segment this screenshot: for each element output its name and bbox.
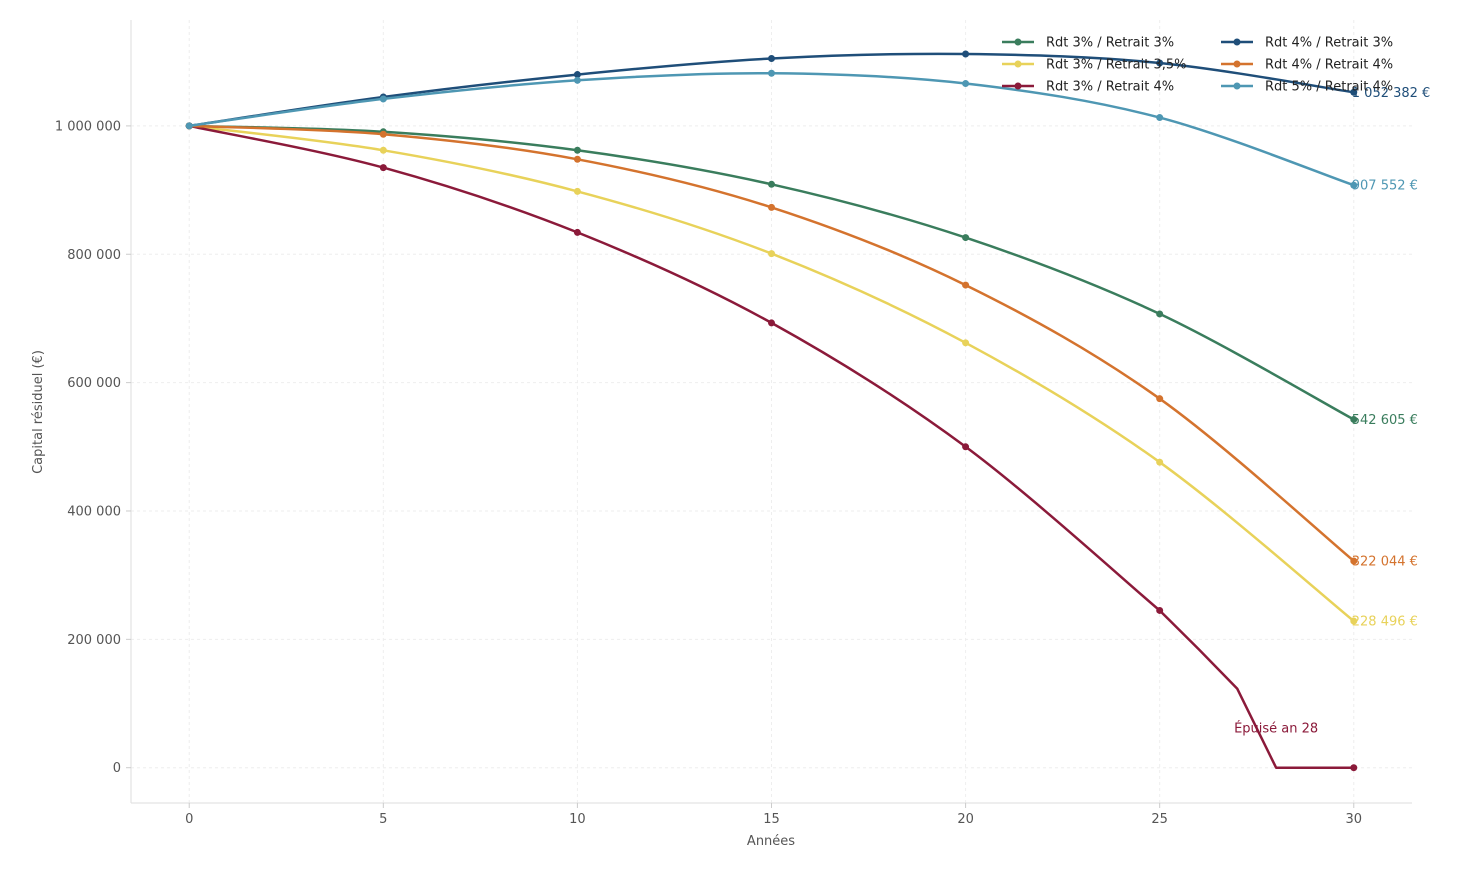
x-tick-label: 30 <box>1345 812 1362 827</box>
data-point <box>768 250 775 258</box>
y-tick-label: 1 000 000 <box>55 119 121 134</box>
y-tick-label: 0 <box>113 761 121 776</box>
legend-label: Rdt 3% / Retrait 3% <box>1046 36 1174 51</box>
legend-swatch-marker <box>1233 82 1241 90</box>
legend-swatch-marker <box>1014 38 1022 46</box>
x-tick-label: 5 <box>379 812 387 827</box>
data-point <box>1156 458 1164 466</box>
data-point <box>379 146 387 154</box>
legend-label: Rdt 5% / Retrait 4% <box>1265 80 1393 95</box>
data-point <box>1350 181 1358 189</box>
y-tick-label: 800 000 <box>67 248 121 263</box>
legend-label: Rdt 3% / Retrait 3,5% <box>1046 58 1187 73</box>
data-point <box>1156 310 1164 318</box>
data-point <box>1156 395 1164 403</box>
data-point <box>962 80 970 88</box>
legend-swatch-marker <box>1014 82 1022 90</box>
x-axis-title: Années <box>747 834 795 849</box>
legend-item[interactable]: Rdt 5% / Retrait 4% <box>1221 80 1393 95</box>
x-tick-label: 20 <box>957 812 974 827</box>
data-point <box>768 55 775 63</box>
legend-label: Rdt 4% / Retrait 3% <box>1265 36 1393 51</box>
legend-item[interactable]: Rdt 4% / Retrait 4% <box>1221 58 1393 73</box>
series-group <box>185 69 1358 189</box>
end-value-label: 1 052 382 € <box>1352 86 1431 101</box>
data-point <box>379 164 387 172</box>
data-point <box>1350 764 1358 772</box>
data-point <box>185 122 193 130</box>
annotations: Épuisé an 28 <box>1234 720 1318 736</box>
data-point <box>962 443 970 451</box>
y-tick-label: 200 000 <box>67 633 121 648</box>
legend-label: Rdt 4% / Retrait 4% <box>1265 58 1393 73</box>
data-point <box>962 50 970 58</box>
data-point <box>768 69 775 77</box>
series-group <box>185 122 1358 625</box>
end-labels: 542 605 € 228 496 € 1 052 382 € 322 044 € 90… <box>1352 86 1431 630</box>
legend-item[interactable]: Rdt 4% / Retrait 3% <box>1221 36 1393 51</box>
series <box>185 50 1358 772</box>
grid <box>131 20 1412 803</box>
tick-labels: 0 5 10 15 20 25 30 0 200 000 400 000 600 000 800 00… <box>55 119 1362 827</box>
end-value-label: 542 605 € <box>1352 413 1418 428</box>
end-value-label: 228 496 € <box>1352 615 1418 630</box>
data-point <box>768 180 775 188</box>
legend-item[interactable]: Rdt 3% / Retrait 4% <box>1002 80 1174 95</box>
data-point <box>962 339 970 347</box>
end-value-label: 322 044 € <box>1352 555 1418 570</box>
end-value-label: 907 552 € <box>1352 179 1418 194</box>
data-point <box>962 281 970 289</box>
x-tick-label: 15 <box>763 812 780 827</box>
data-point <box>1350 88 1358 96</box>
legend-swatch-marker <box>1233 38 1241 46</box>
x-tick-label: 0 <box>185 812 193 827</box>
legend[interactable]: Rdt 3% / Retrait 3% Rdt 3% / Retrait 3,5%… <box>1002 36 1393 95</box>
legend-item[interactable]: Rdt 3% / Retrait 3% <box>1002 36 1174 51</box>
y-axis-title: Capital résiduel (€) <box>31 350 46 474</box>
data-point <box>962 234 970 242</box>
annotation-label: Épuisé an 28 <box>1234 720 1318 736</box>
data-point <box>1350 557 1358 565</box>
data-point <box>1156 59 1164 67</box>
data-point <box>1350 617 1358 625</box>
y-tick-label: 600 000 <box>67 376 121 391</box>
y-tick-label: 400 000 <box>67 504 121 519</box>
data-point <box>573 146 581 154</box>
data-point <box>768 203 775 211</box>
data-point <box>768 319 775 327</box>
legend-label: Rdt 3% / Retrait 4% <box>1046 80 1174 95</box>
legend-item[interactable]: Rdt 3% / Retrait 3,5% <box>1002 58 1187 73</box>
data-point <box>379 95 387 103</box>
data-point <box>573 71 581 79</box>
data-point <box>573 76 581 84</box>
data-point <box>379 130 387 138</box>
data-point <box>1156 114 1164 122</box>
data-point <box>573 228 581 236</box>
legend-swatch-marker <box>1014 60 1022 68</box>
data-point <box>573 155 581 163</box>
legend-swatch-marker <box>1233 60 1241 68</box>
x-tick-label: 10 <box>569 812 586 827</box>
data-point <box>573 187 581 195</box>
data-point <box>1350 415 1358 423</box>
x-tick-label: 25 <box>1151 812 1168 827</box>
data-point <box>1156 606 1164 614</box>
series-line <box>187 124 1356 769</box>
